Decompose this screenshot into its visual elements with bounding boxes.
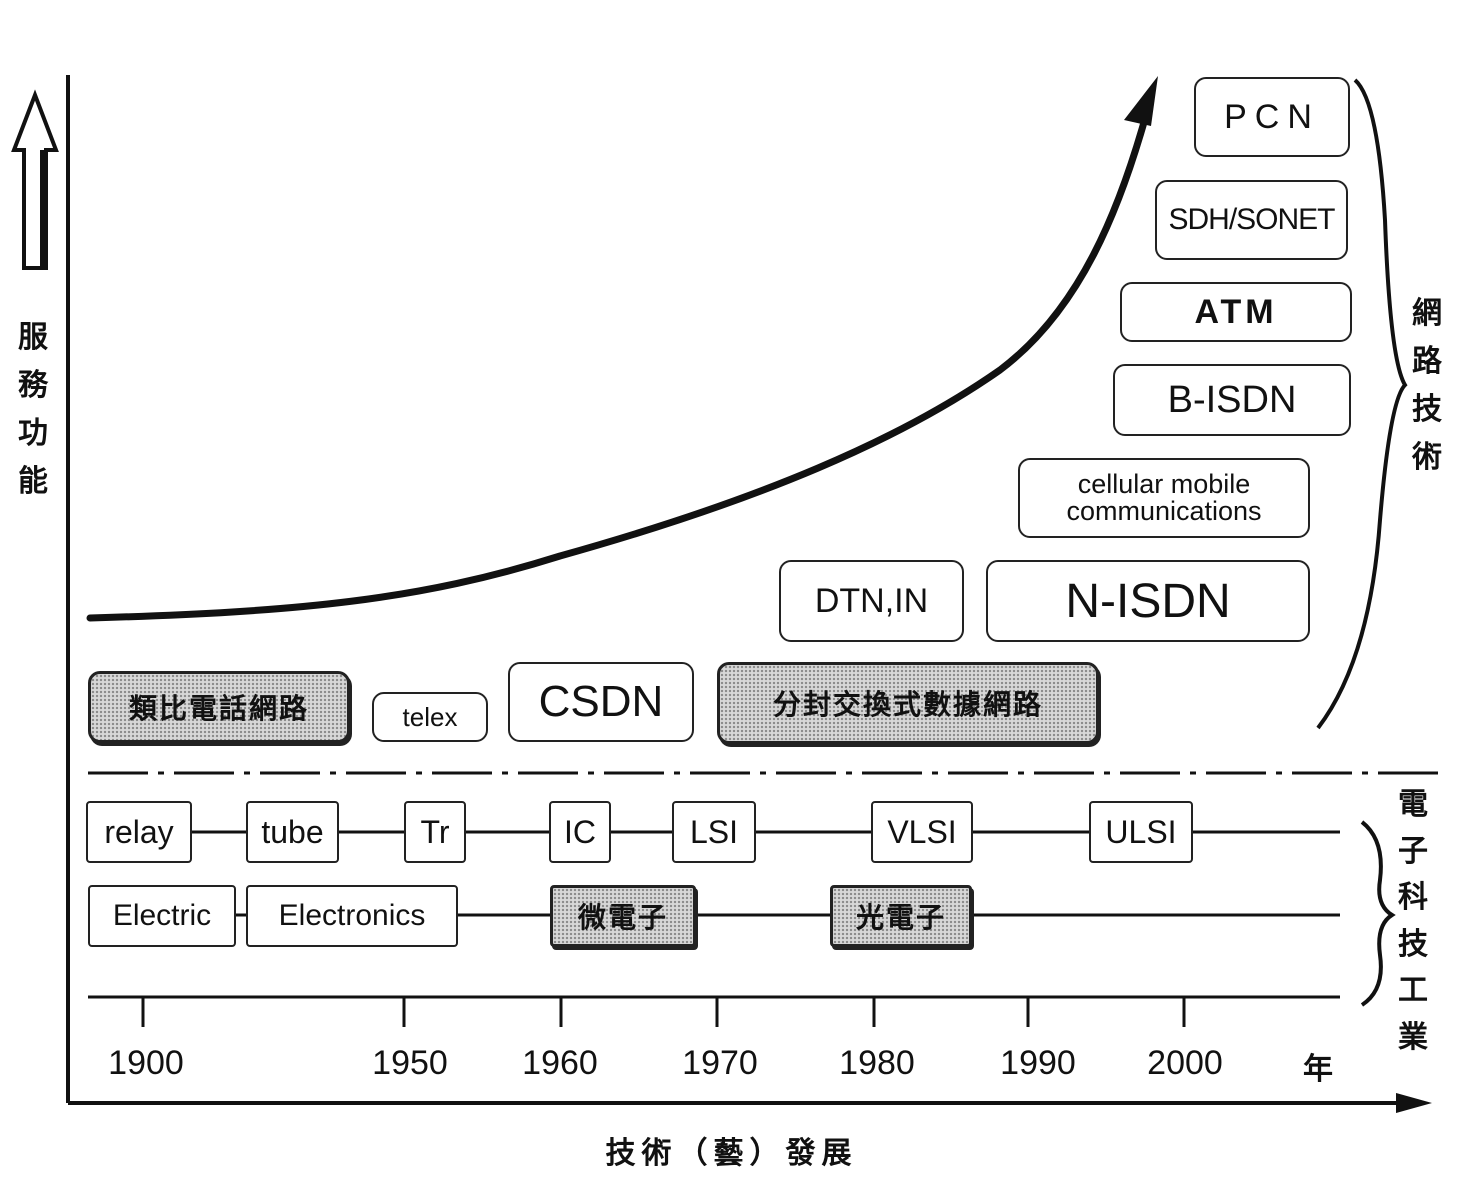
box-electric: Electric [88,885,236,947]
cellular-line1: cellular mobile [1077,469,1251,499]
electronics-label: 電 子 科 技 工 業 [1398,782,1428,1061]
electronics-label-char: 工 [1398,973,1428,1008]
electronics-label-char: 業 [1398,1019,1428,1055]
electronics-label-char: 子 [1398,833,1428,869]
year-label-1970: 1970 [682,1044,758,1082]
box-electronics: Electronics [246,885,458,947]
box-ulsi: ULSI [1089,801,1193,863]
box-csdn: CSDN [508,662,694,742]
box-atm: ATM [1120,282,1352,342]
network-label-char: 網 [1412,296,1442,331]
box-relay: relay [86,801,192,863]
year-label-1990: 1990 [1000,1044,1076,1082]
year-label-1900: 1900 [108,1044,184,1082]
y-label-char: 功 [18,416,48,451]
y-label-char: 能 [18,464,48,499]
year-ticks [141,997,1186,1027]
year-label-2000: 2000 [1147,1044,1223,1082]
network-label-char: 路 [1412,344,1442,379]
box-b-isdn: B-ISDN [1113,364,1351,436]
year-label-1950: 1950 [372,1044,448,1082]
growth-curve [86,104,1152,622]
network-label-char: 技 [1412,392,1442,427]
year-label-1980: 1980 [839,1044,915,1082]
service-arrow-shadow [40,150,46,268]
box-vlsi: VLSI [871,801,973,863]
y-axis-label: 服 務 功 能 [18,314,48,506]
box-n-isdn: N-ISDN [986,560,1310,642]
box-sdh-sonet: SDH/SONET [1155,180,1348,260]
year-label-1960: 1960 [522,1044,598,1082]
electronics-brace [1360,820,1396,1007]
x-axis-arrowhead [1396,1093,1432,1113]
box-microelectronics: 微電子 [550,885,696,947]
y-label-char: 服 [18,320,48,355]
network-brace [1316,78,1408,730]
box-ic: IC [549,801,611,863]
service-arrow-icon [11,89,59,270]
cellular-line2: communications [1066,496,1262,526]
box-telex: telex [372,692,488,742]
growth-curve-arrowhead [1124,76,1158,126]
box-tube: tube [246,801,339,863]
box-analog-telephone-network: 類比電話網路 [88,671,350,743]
electronics-label-char: 電 [1398,787,1428,822]
electronics-label-char: 科 [1398,880,1428,915]
box-cellular: cellular mobile communications [1018,458,1310,538]
y-label-char: 務 [18,368,48,403]
network-tech-label: 網 路 技 術 [1412,290,1442,482]
box-dtn-in: DTN,IN [779,560,964,642]
year-unit-label: 年 [1303,1052,1333,1087]
box-optoelectronics: 光電子 [830,885,972,947]
electronics-label-char: 技 [1398,926,1428,962]
box-packet-switched-data-network: 分封交換式數據網路 [717,662,1099,744]
box-pcn: PCN [1194,77,1350,157]
box-tr: Tr [404,801,466,863]
network-label-char: 術 [1412,440,1442,475]
x-axis-label: 技術（藝）發展 [605,1136,858,1171]
box-lsi: LSI [672,801,756,863]
